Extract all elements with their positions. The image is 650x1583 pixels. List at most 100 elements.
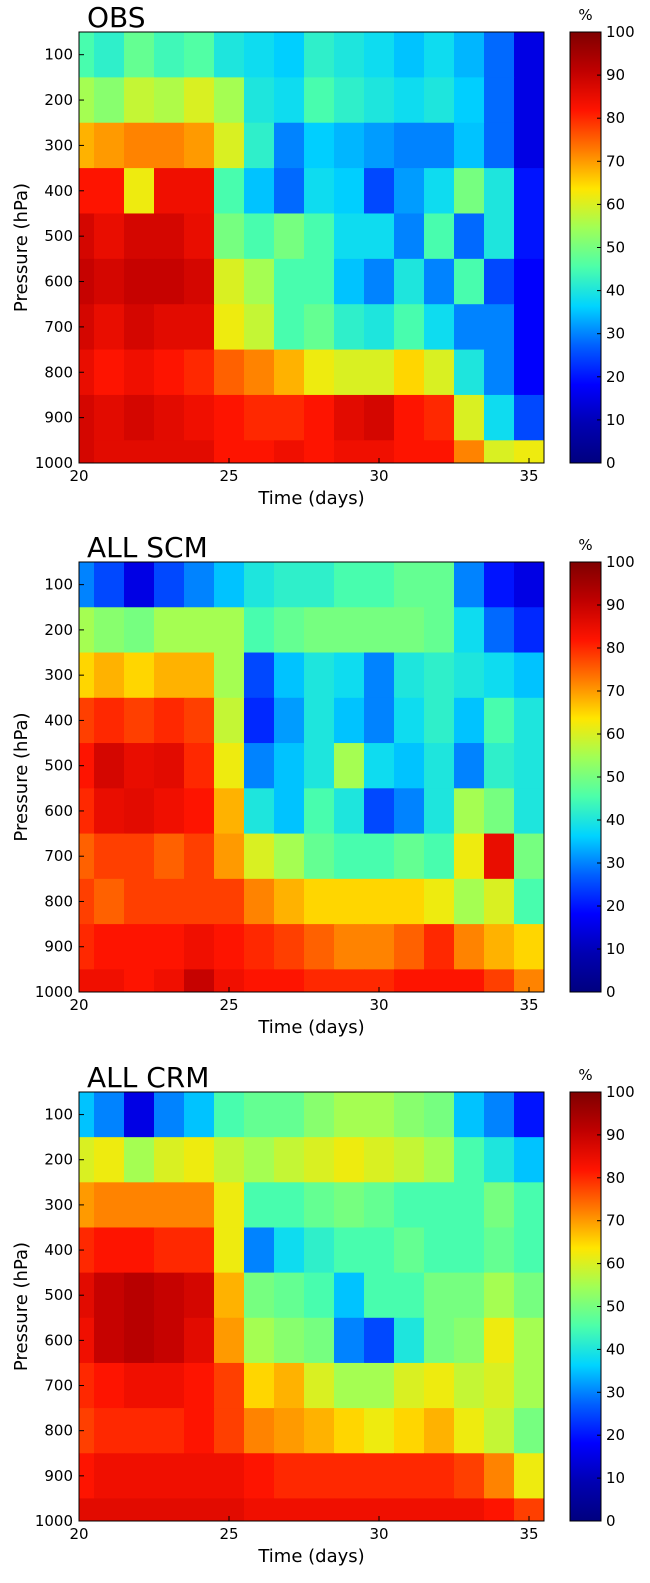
heatmap-cell: [364, 1408, 395, 1454]
heatmap-cell: [124, 213, 155, 260]
heatmap-cell: [154, 1227, 185, 1274]
heatmap-cell: [79, 394, 95, 441]
heatmap-cell: [214, 878, 245, 925]
heatmap-cell: [334, 1137, 365, 1183]
heatmap-cell: [244, 440, 275, 464]
heatmap-cell: [274, 562, 305, 608]
heatmap-cell: [394, 969, 425, 993]
heatmap-cell: [244, 1272, 275, 1319]
heatmap-cell: [484, 833, 515, 880]
heatmap-cell: [79, 168, 95, 214]
heatmap-cell: [214, 743, 245, 789]
y-axis-label: Pressure (hPa): [11, 1242, 32, 1371]
y-tick-label: 100: [44, 46, 73, 64]
heatmap-cell: [184, 562, 215, 608]
heatmap-cell: [274, 349, 305, 396]
heatmap-cell: [364, 440, 395, 464]
heatmap-cell: [184, 697, 215, 744]
heatmap-cell: [484, 32, 515, 78]
heatmap-cell: [184, 122, 215, 169]
colorbar-tick-label: 10: [606, 940, 625, 958]
heatmap-cell: [334, 32, 365, 78]
heatmap-cell: [274, 440, 305, 464]
heatmap-cell: [424, 1362, 455, 1409]
heatmap-cell: [244, 122, 275, 169]
heatmap-cell: [214, 607, 245, 654]
heatmap-cell: [244, 697, 275, 744]
heatmap-cell: [334, 213, 365, 260]
y-tick-label: 900: [44, 1467, 73, 1485]
x-axis-label: Time (days): [257, 1546, 364, 1567]
heatmap-cell: [244, 924, 275, 970]
heatmap-cell: [424, 697, 455, 744]
heatmap-cell: [334, 168, 365, 214]
heatmap-cell: [484, 304, 515, 351]
heatmap-cell: [514, 122, 545, 169]
heatmap-cell: [79, 697, 95, 744]
heatmap-cell: [304, 607, 335, 654]
heatmap-cell: [334, 1362, 365, 1409]
heatmap-cell: [214, 304, 245, 351]
heatmap-cell: [154, 258, 185, 305]
heatmap-cell: [184, 1137, 215, 1183]
heatmap-cell: [79, 924, 95, 970]
heatmap-cell: [304, 652, 335, 699]
y-tick-label: 800: [44, 892, 73, 910]
heatmap-cell: [334, 743, 365, 789]
heatmap-cell: [364, 562, 395, 608]
heatmap-cell: [79, 32, 95, 78]
heatmap-cell: [274, 1137, 305, 1183]
colorbar-tick-label: 10: [606, 411, 625, 429]
heatmap-cell: [154, 1137, 185, 1183]
y-tick-label: 200: [44, 91, 73, 109]
heatmap-cell: [94, 1092, 125, 1138]
heatmap-cell: [484, 1317, 515, 1364]
heatmap-cell: [94, 440, 125, 464]
heatmap-cell: [484, 1453, 515, 1499]
heatmap-cell: [484, 1227, 515, 1274]
heatmap-cell: [514, 213, 545, 260]
colorbar-tick-label: 70: [606, 152, 625, 170]
y-tick-label: 700: [44, 847, 73, 865]
heatmap-cell: [334, 697, 365, 744]
heatmap-cell: [424, 1227, 455, 1274]
heatmap-cell: [514, 349, 545, 396]
heatmap-cell: [454, 213, 485, 260]
heatmap-cell: [124, 122, 155, 169]
heatmap-cell: [154, 562, 185, 608]
heatmap-cell: [214, 1453, 245, 1499]
heatmap-cell: [94, 924, 125, 970]
y-tick-label: 800: [44, 1422, 73, 1440]
heatmap-cell: [274, 77, 305, 124]
heatmap-cell: [304, 833, 335, 880]
heatmap-cell: [274, 833, 305, 880]
heatmap-cell: [514, 562, 545, 608]
heatmap-cell: [424, 394, 455, 441]
heatmap-cell: [94, 1137, 125, 1183]
heatmap-cell: [94, 697, 125, 744]
heatmap-cell: [184, 304, 215, 351]
heatmap-cell: [304, 1137, 335, 1183]
heatmap-cell: [244, 394, 275, 441]
colorbar-unit-label: %: [578, 6, 592, 24]
heatmap-cell: [514, 788, 545, 835]
heatmap-cell: [94, 77, 125, 124]
heatmap-cell: [94, 349, 125, 396]
heatmap-cell: [184, 1227, 215, 1274]
heatmap-cell: [94, 122, 125, 169]
heatmap-cell: [454, 1498, 485, 1522]
heatmap-cell: [214, 833, 245, 880]
heatmap-cell: [274, 1362, 305, 1409]
heatmap-cell: [454, 168, 485, 214]
heatmap-cell: [424, 1498, 455, 1522]
colorbar-tick-label: 50: [606, 768, 625, 786]
heatmap-cell: [454, 440, 485, 464]
colorbar-tick-label: 30: [606, 1383, 625, 1401]
y-tick-label: 900: [44, 409, 73, 427]
heatmap-cell: [184, 1498, 215, 1522]
heatmap-cell: [124, 743, 155, 789]
heatmap-cell: [364, 77, 395, 124]
heatmap-cell: [274, 258, 305, 305]
heatmap-cell: [334, 1092, 365, 1138]
